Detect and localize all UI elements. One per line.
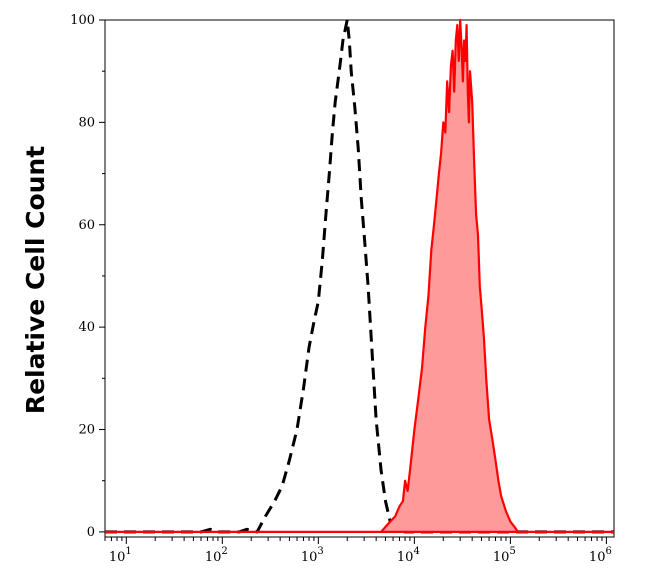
plot-frame xyxy=(104,19,615,538)
x-tick-label-100: 102 xyxy=(205,546,228,565)
x-tick-label-1000000: 106 xyxy=(589,546,612,565)
y-tick-label-0: 0 xyxy=(87,525,95,540)
x-tick-label-10000: 104 xyxy=(397,546,420,565)
y-axis-label: Relative Cell Count xyxy=(21,146,50,414)
series-layer xyxy=(105,18,614,534)
series-0-line xyxy=(105,18,614,534)
x-tick-label-1000: 103 xyxy=(301,546,324,565)
plot-border xyxy=(104,19,615,538)
y-tick-label-100: 100 xyxy=(70,13,95,28)
y-tick-label-60: 60 xyxy=(78,218,95,233)
series-1-line xyxy=(105,18,614,533)
series-1-fill xyxy=(105,20,614,532)
y-tick-label-20: 20 xyxy=(78,423,95,438)
x-axis: 101 102 103 104 105 106 xyxy=(104,537,612,565)
y-tick-label-40: 40 xyxy=(78,320,95,335)
y-tick-label-80: 80 xyxy=(78,115,95,130)
x-tick-label-100000: 105 xyxy=(493,546,516,565)
y-axis: 0 20 40 60 80 100 xyxy=(70,13,105,540)
x-tick-label-10: 101 xyxy=(109,546,132,565)
